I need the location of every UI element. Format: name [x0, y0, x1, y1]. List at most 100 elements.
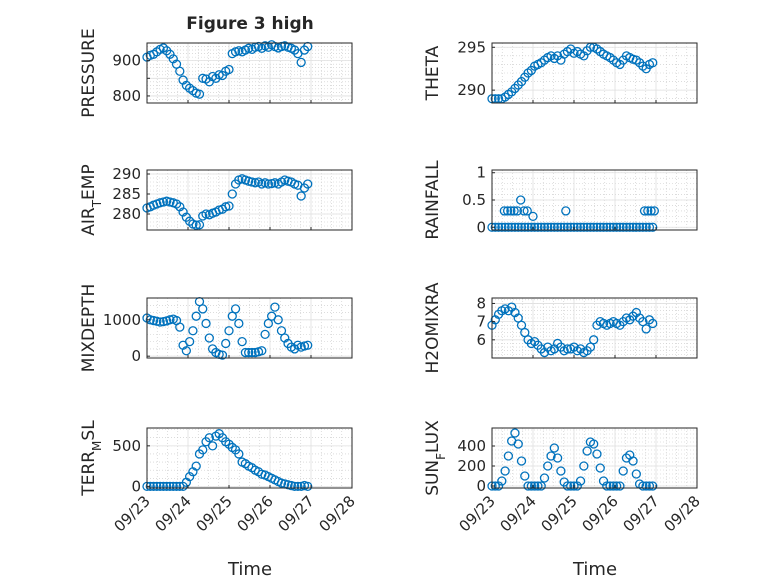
data-point	[566, 481, 576, 491]
data-point	[490, 222, 500, 232]
data-point	[519, 206, 529, 216]
data-point	[507, 222, 517, 232]
y-axis-label: H2OMIXRA	[423, 282, 443, 373]
data-point	[533, 481, 543, 491]
data-point	[602, 222, 612, 232]
data-point	[611, 481, 622, 491]
data-point	[589, 439, 599, 449]
data-point	[204, 333, 214, 343]
data-point	[273, 315, 283, 325]
data-point	[549, 443, 559, 453]
data-point	[641, 481, 651, 491]
data-point	[171, 481, 182, 492]
data-point	[497, 476, 507, 486]
x-tick-label: 09/23	[111, 492, 154, 535]
y-tick-label: 6	[476, 331, 486, 349]
data-point	[569, 481, 579, 491]
y-tick-label: 400	[457, 437, 486, 455]
data-point	[168, 481, 178, 492]
data-point	[152, 481, 162, 492]
data-point	[628, 456, 638, 466]
data-point	[155, 481, 165, 492]
data-point	[188, 326, 198, 336]
data-point	[643, 206, 653, 216]
y-tick-label: 0	[131, 347, 141, 365]
axes-border	[146, 427, 353, 489]
data-point	[175, 481, 185, 492]
data-point	[582, 222, 592, 232]
data-point	[562, 344, 573, 354]
subplot-rainfall: 0 0.5 1 RAINFALL	[423, 160, 698, 240]
data-point	[648, 318, 658, 329]
y-tick-label: 290	[457, 81, 486, 99]
data-point	[562, 481, 573, 491]
data-point	[224, 439, 234, 449]
x-tick-label: 09/28	[661, 492, 704, 535]
y-tick-label: 1000	[103, 311, 141, 329]
data-point	[191, 311, 201, 321]
data-point	[634, 222, 645, 232]
data-point	[556, 222, 566, 232]
y-axis-label: PRESSURE	[79, 28, 99, 117]
x-tick-label: 09/24	[152, 492, 195, 535]
data-point	[184, 336, 195, 347]
data-point	[546, 222, 556, 232]
x-tick-label: 09/27	[620, 492, 663, 535]
data-point	[516, 195, 526, 205]
data-point	[529, 481, 540, 491]
data-point	[638, 222, 648, 232]
data-point	[605, 481, 615, 491]
data-point	[575, 476, 586, 486]
data-point	[543, 222, 553, 232]
data-point	[639, 206, 650, 216]
data-point	[648, 481, 658, 491]
subplot-pressure: 800 900 PRESSURE	[79, 28, 353, 118]
axes-border	[491, 42, 698, 104]
y-tick-label: 0	[476, 218, 486, 236]
data-point	[204, 433, 214, 443]
data-point	[592, 222, 602, 232]
data-point	[526, 481, 537, 491]
data-point	[502, 206, 513, 216]
x-tick-label: 09/25	[538, 492, 581, 535]
data-point	[303, 340, 313, 350]
data-point	[543, 461, 553, 471]
data-point	[221, 338, 231, 349]
data-point	[270, 302, 280, 312]
data-point	[506, 206, 516, 216]
subplot-theta: 290 295 THETA	[423, 38, 698, 104]
data-point	[201, 318, 211, 329]
data-point	[247, 347, 257, 358]
data-point	[516, 456, 527, 466]
data-point	[500, 222, 510, 232]
data-point	[615, 222, 625, 232]
x-tick-label: 09/28	[316, 492, 359, 535]
data-point	[522, 206, 532, 216]
data-point	[513, 222, 523, 232]
data-point	[224, 201, 234, 211]
data-point	[503, 451, 514, 461]
data-point	[175, 322, 185, 332]
data-point	[559, 222, 569, 232]
data-point	[549, 222, 559, 232]
data-point	[649, 206, 660, 216]
data-point	[529, 222, 540, 232]
data-point	[497, 222, 507, 232]
data-point	[520, 222, 530, 232]
x-tick-label: 09/23	[456, 492, 499, 535]
y-tick-label: 800	[112, 87, 141, 105]
data-point	[227, 189, 237, 199]
data-point	[512, 206, 523, 216]
data-point	[608, 481, 619, 491]
y-axis-label: TERRMSL	[79, 420, 104, 497]
data-point	[240, 347, 251, 358]
data-point	[585, 222, 596, 232]
y-tick-label: 900	[112, 52, 141, 70]
data-point	[523, 481, 533, 491]
data-point	[641, 222, 651, 232]
x-tick-label: 09/27	[275, 492, 318, 535]
data-point	[562, 222, 573, 232]
